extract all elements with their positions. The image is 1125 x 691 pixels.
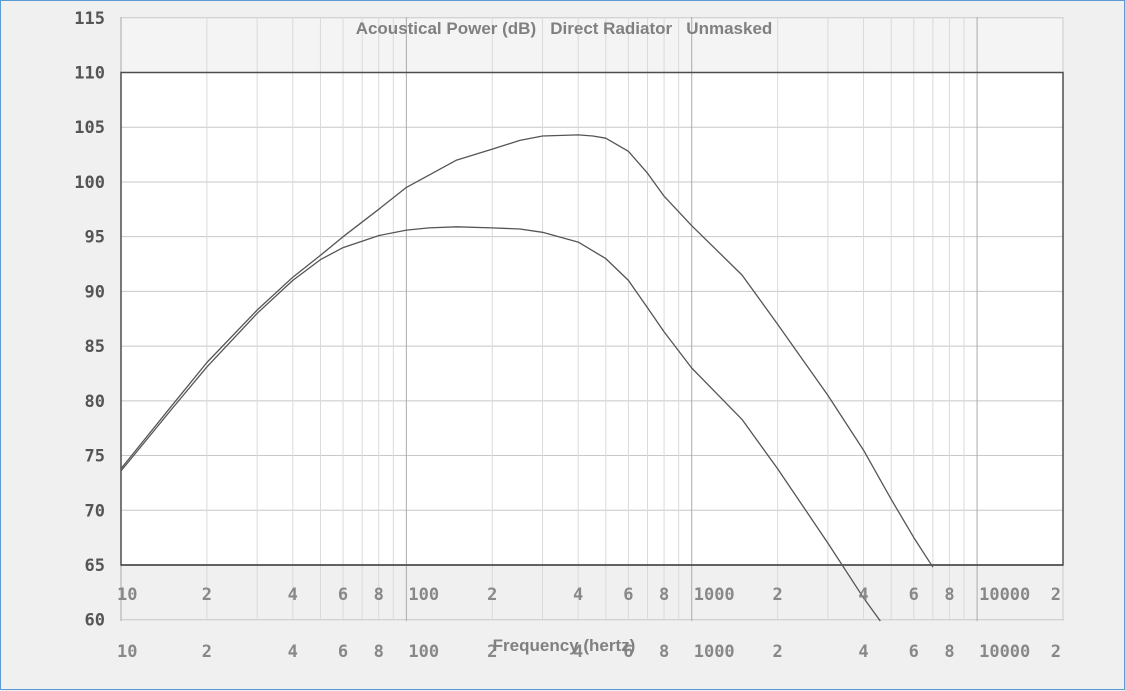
x-tick-label-upper: 2	[1051, 585, 1061, 605]
y-tick-label: 100	[74, 173, 105, 193]
chart-title: Acoustical Power (dB) Direct Radiator Un…	[356, 19, 773, 38]
y-tick-label: 60	[85, 611, 105, 631]
title-band	[121, 17, 1063, 73]
x-tick-label-lower: 10000	[979, 642, 1030, 662]
y-tick-label: 110	[74, 64, 105, 84]
x-tick-label-upper: 4	[573, 585, 583, 605]
x-tick-label-lower: 2	[202, 642, 212, 662]
x-tick-label-lower: 1000	[694, 642, 735, 662]
x-tick-label-lower: 100	[408, 642, 439, 662]
x-tick-labels: 10 2 4 6 8 100 2 4 6 8 1000 2 4 6 8 10000 2 10 2 4 6 8 100 2 4 6 8…	[117, 585, 1061, 662]
x-tick-label-lower: 2	[487, 642, 497, 662]
plot-area	[121, 72, 1063, 565]
series-layer	[120, 134, 934, 622]
x-tick-label-lower: 8	[374, 642, 384, 662]
y-tick-label: 105	[74, 118, 105, 138]
x-tick-label-upper: 6	[909, 585, 919, 605]
x-tick-label-lower: 6	[909, 642, 919, 662]
x-tick-label-lower: 4	[858, 642, 868, 662]
series-line-2	[120, 226, 881, 622]
x-tick-label-lower: 6	[623, 642, 633, 662]
x-tick-label-upper: 8	[944, 585, 954, 605]
y-tick-label: 65	[85, 556, 105, 576]
x-tick-label-upper: 1000	[694, 585, 735, 605]
y-tick-label: 95	[85, 228, 105, 248]
y-tick-labels: 115 110 105 100 95 90 85 80 75 70 65 60	[74, 9, 105, 631]
x-tick-label-lower: 6	[338, 642, 348, 662]
x-tick-label-lower: 2	[773, 642, 783, 662]
x-tick-label-lower: 4	[288, 642, 298, 662]
x-tick-label-upper: 8	[374, 585, 384, 605]
y-tick-label: 85	[85, 337, 105, 357]
x-tick-label-upper: 2	[773, 585, 783, 605]
x-tick-label-lower: 8	[659, 642, 669, 662]
x-tick-label-upper: 10000	[979, 585, 1030, 605]
y-tick-label: 80	[85, 392, 105, 412]
x-tick-label-lower: 2	[1051, 642, 1061, 662]
x-tick-label-upper: 2	[487, 585, 497, 605]
x-axis-title: Frequency (hertz)	[493, 636, 636, 655]
x-tick-label-upper: 2	[202, 585, 212, 605]
y-tick-label: 70	[85, 501, 105, 521]
series-line-1	[120, 134, 934, 568]
y-tick-label: 115	[74, 9, 105, 29]
x-tick-label-upper: 8	[659, 585, 669, 605]
x-tick-label-upper: 100	[408, 585, 439, 605]
x-tick-label-upper: 10	[117, 585, 137, 605]
x-tick-label-upper: 6	[338, 585, 348, 605]
x-tick-label-lower: 8	[944, 642, 954, 662]
x-tick-label-lower: 4	[573, 642, 583, 662]
y-tick-label: 90	[85, 282, 105, 302]
x-tick-label-upper: 4	[858, 585, 868, 605]
x-tick-label-upper: 4	[288, 585, 298, 605]
x-tick-label-upper: 6	[623, 585, 633, 605]
y-tick-label: 75	[85, 447, 105, 467]
x-tick-label-lower: 10	[117, 642, 137, 662]
